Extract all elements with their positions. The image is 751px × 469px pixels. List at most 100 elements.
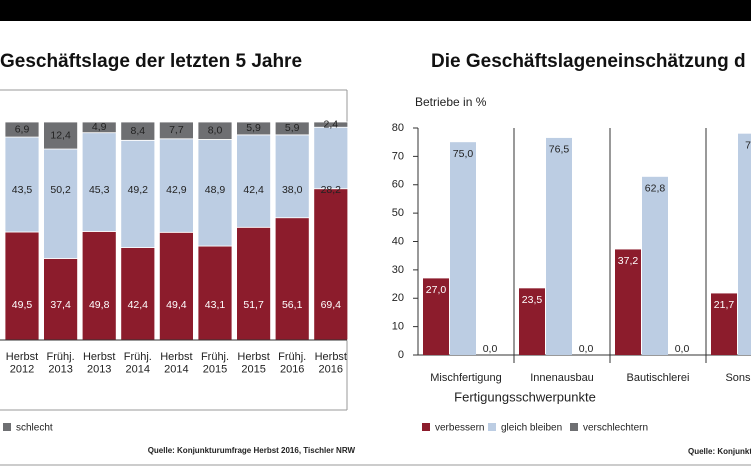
value-label: 62,8	[645, 183, 666, 195]
legend-label: verschlechtern	[583, 423, 648, 434]
legend-label: verbessern	[435, 423, 484, 434]
x-tick-label: Frühj. 2016	[278, 351, 306, 376]
value-label: 76,5	[549, 144, 570, 156]
value-label: 0,0	[675, 343, 690, 355]
bar	[450, 142, 476, 355]
value-label: 56,1	[282, 299, 303, 311]
x-tick-label: Herbst 2016	[315, 351, 347, 376]
bar-segment	[81, 132, 117, 232]
value-label: 69,4	[321, 299, 342, 311]
x-tick-label: Mischfertigung	[430, 372, 502, 384]
bar-segment	[274, 217, 310, 341]
bar-segment	[236, 121, 272, 136]
value-label: 45,3	[89, 184, 110, 196]
y-tick-label: 10	[392, 321, 404, 333]
x-tick-label: Innenausbau	[530, 372, 594, 384]
bar-segment	[120, 247, 156, 341]
x-axis-label: Fertigungsschwerpunkte	[454, 389, 596, 404]
value-label: 8,4	[130, 125, 145, 137]
source: Quelle: Konjunkturumfrage Herbst 2016, T…	[148, 446, 356, 455]
bar-segment	[158, 121, 194, 140]
bar-segment	[120, 121, 156, 141]
value-label: 38,0	[282, 184, 303, 196]
value-label: 51,7	[243, 299, 264, 311]
value-label: 49,8	[89, 299, 110, 311]
bar-segment	[236, 134, 272, 228]
x-tick-label: Bautischlerei	[627, 372, 690, 384]
legend-swatch	[570, 423, 578, 431]
bar	[423, 278, 449, 355]
bar-segment	[120, 139, 156, 248]
y-tick-label: 60	[392, 179, 404, 191]
y-tick-label: 0	[398, 349, 404, 361]
bar-segment	[43, 148, 78, 259]
bar-segment	[274, 134, 310, 219]
value-label: 78	[745, 139, 751, 151]
legend-label: gleich bleiben	[501, 423, 562, 434]
bar	[519, 288, 545, 355]
y-tick-label: 50	[392, 207, 404, 219]
value-label: 48,9	[205, 184, 226, 196]
x-tick-label: Frühj. 2013	[47, 351, 75, 376]
legend-swatch	[422, 423, 430, 431]
value-label: 12,4	[50, 129, 71, 141]
bar-segment	[158, 231, 194, 341]
bar-segment	[43, 121, 78, 150]
bar-segment	[313, 188, 349, 341]
value-label: 50,2	[50, 184, 71, 196]
value-label: 43,5	[12, 184, 33, 196]
value-label: 8,0	[208, 125, 223, 137]
x-tick-label: Herbst 2012	[6, 351, 38, 376]
value-label: 0,0	[483, 343, 498, 355]
x-tick-label: Herbst 2014	[160, 351, 192, 376]
value-label: 42,4	[243, 184, 264, 196]
value-label: 75,0	[453, 148, 474, 160]
bar-segment	[4, 136, 40, 233]
value-label: 42,4	[128, 299, 149, 311]
y-tick-label: 80	[392, 122, 404, 134]
y-tick-label: 20	[392, 292, 404, 304]
value-label: 21,7	[714, 299, 735, 311]
x-tick-label: Herbst 2015	[237, 351, 269, 376]
bar	[642, 176, 668, 355]
bar-segment	[313, 126, 349, 190]
value-label: 49,4	[166, 299, 187, 311]
value-label: 7,7	[169, 124, 184, 136]
y-tick-label: 30	[392, 264, 404, 276]
y-tick-label: 40	[392, 235, 404, 247]
source: Quelle: Konjunkt	[688, 447, 751, 456]
value-label: 43,1	[205, 299, 226, 311]
legend-swatch	[3, 423, 11, 431]
bar-segment	[4, 231, 40, 341]
bar	[738, 133, 751, 355]
bar-segment	[274, 121, 310, 136]
bar-segment	[313, 121, 349, 128]
bar	[615, 249, 641, 355]
value-label: 37,4	[50, 299, 71, 311]
x-tick-label: Frühj. 2014	[124, 351, 152, 376]
value-label: 49,5	[12, 299, 33, 311]
value-label: 28,2	[321, 184, 342, 196]
y-tick-label: 70	[392, 150, 404, 162]
value-label: 5,9	[285, 122, 300, 134]
chart-title: Geschäftslage der letzten 5 Jahre	[0, 51, 302, 72]
value-label: 49,2	[128, 184, 149, 196]
value-label: 0,0	[579, 343, 594, 355]
value-label: 42,9	[166, 184, 187, 196]
value-label: 27,0	[426, 284, 447, 296]
value-label: 5,9	[246, 122, 261, 134]
chart-title: Die Geschäftslageneinschätzung d	[431, 51, 746, 72]
value-label: 2,4	[323, 118, 338, 130]
bar-segment	[4, 121, 40, 138]
bar-segment	[236, 226, 272, 341]
value-label: 23,5	[522, 294, 543, 306]
y-axis-label: Betriebe in %	[415, 95, 487, 109]
bar-segment	[81, 231, 117, 341]
bar-segment	[81, 121, 117, 134]
bar-segment	[43, 258, 78, 341]
legend-swatch	[488, 423, 496, 431]
top-bar	[0, 0, 751, 21]
bar	[546, 137, 572, 355]
